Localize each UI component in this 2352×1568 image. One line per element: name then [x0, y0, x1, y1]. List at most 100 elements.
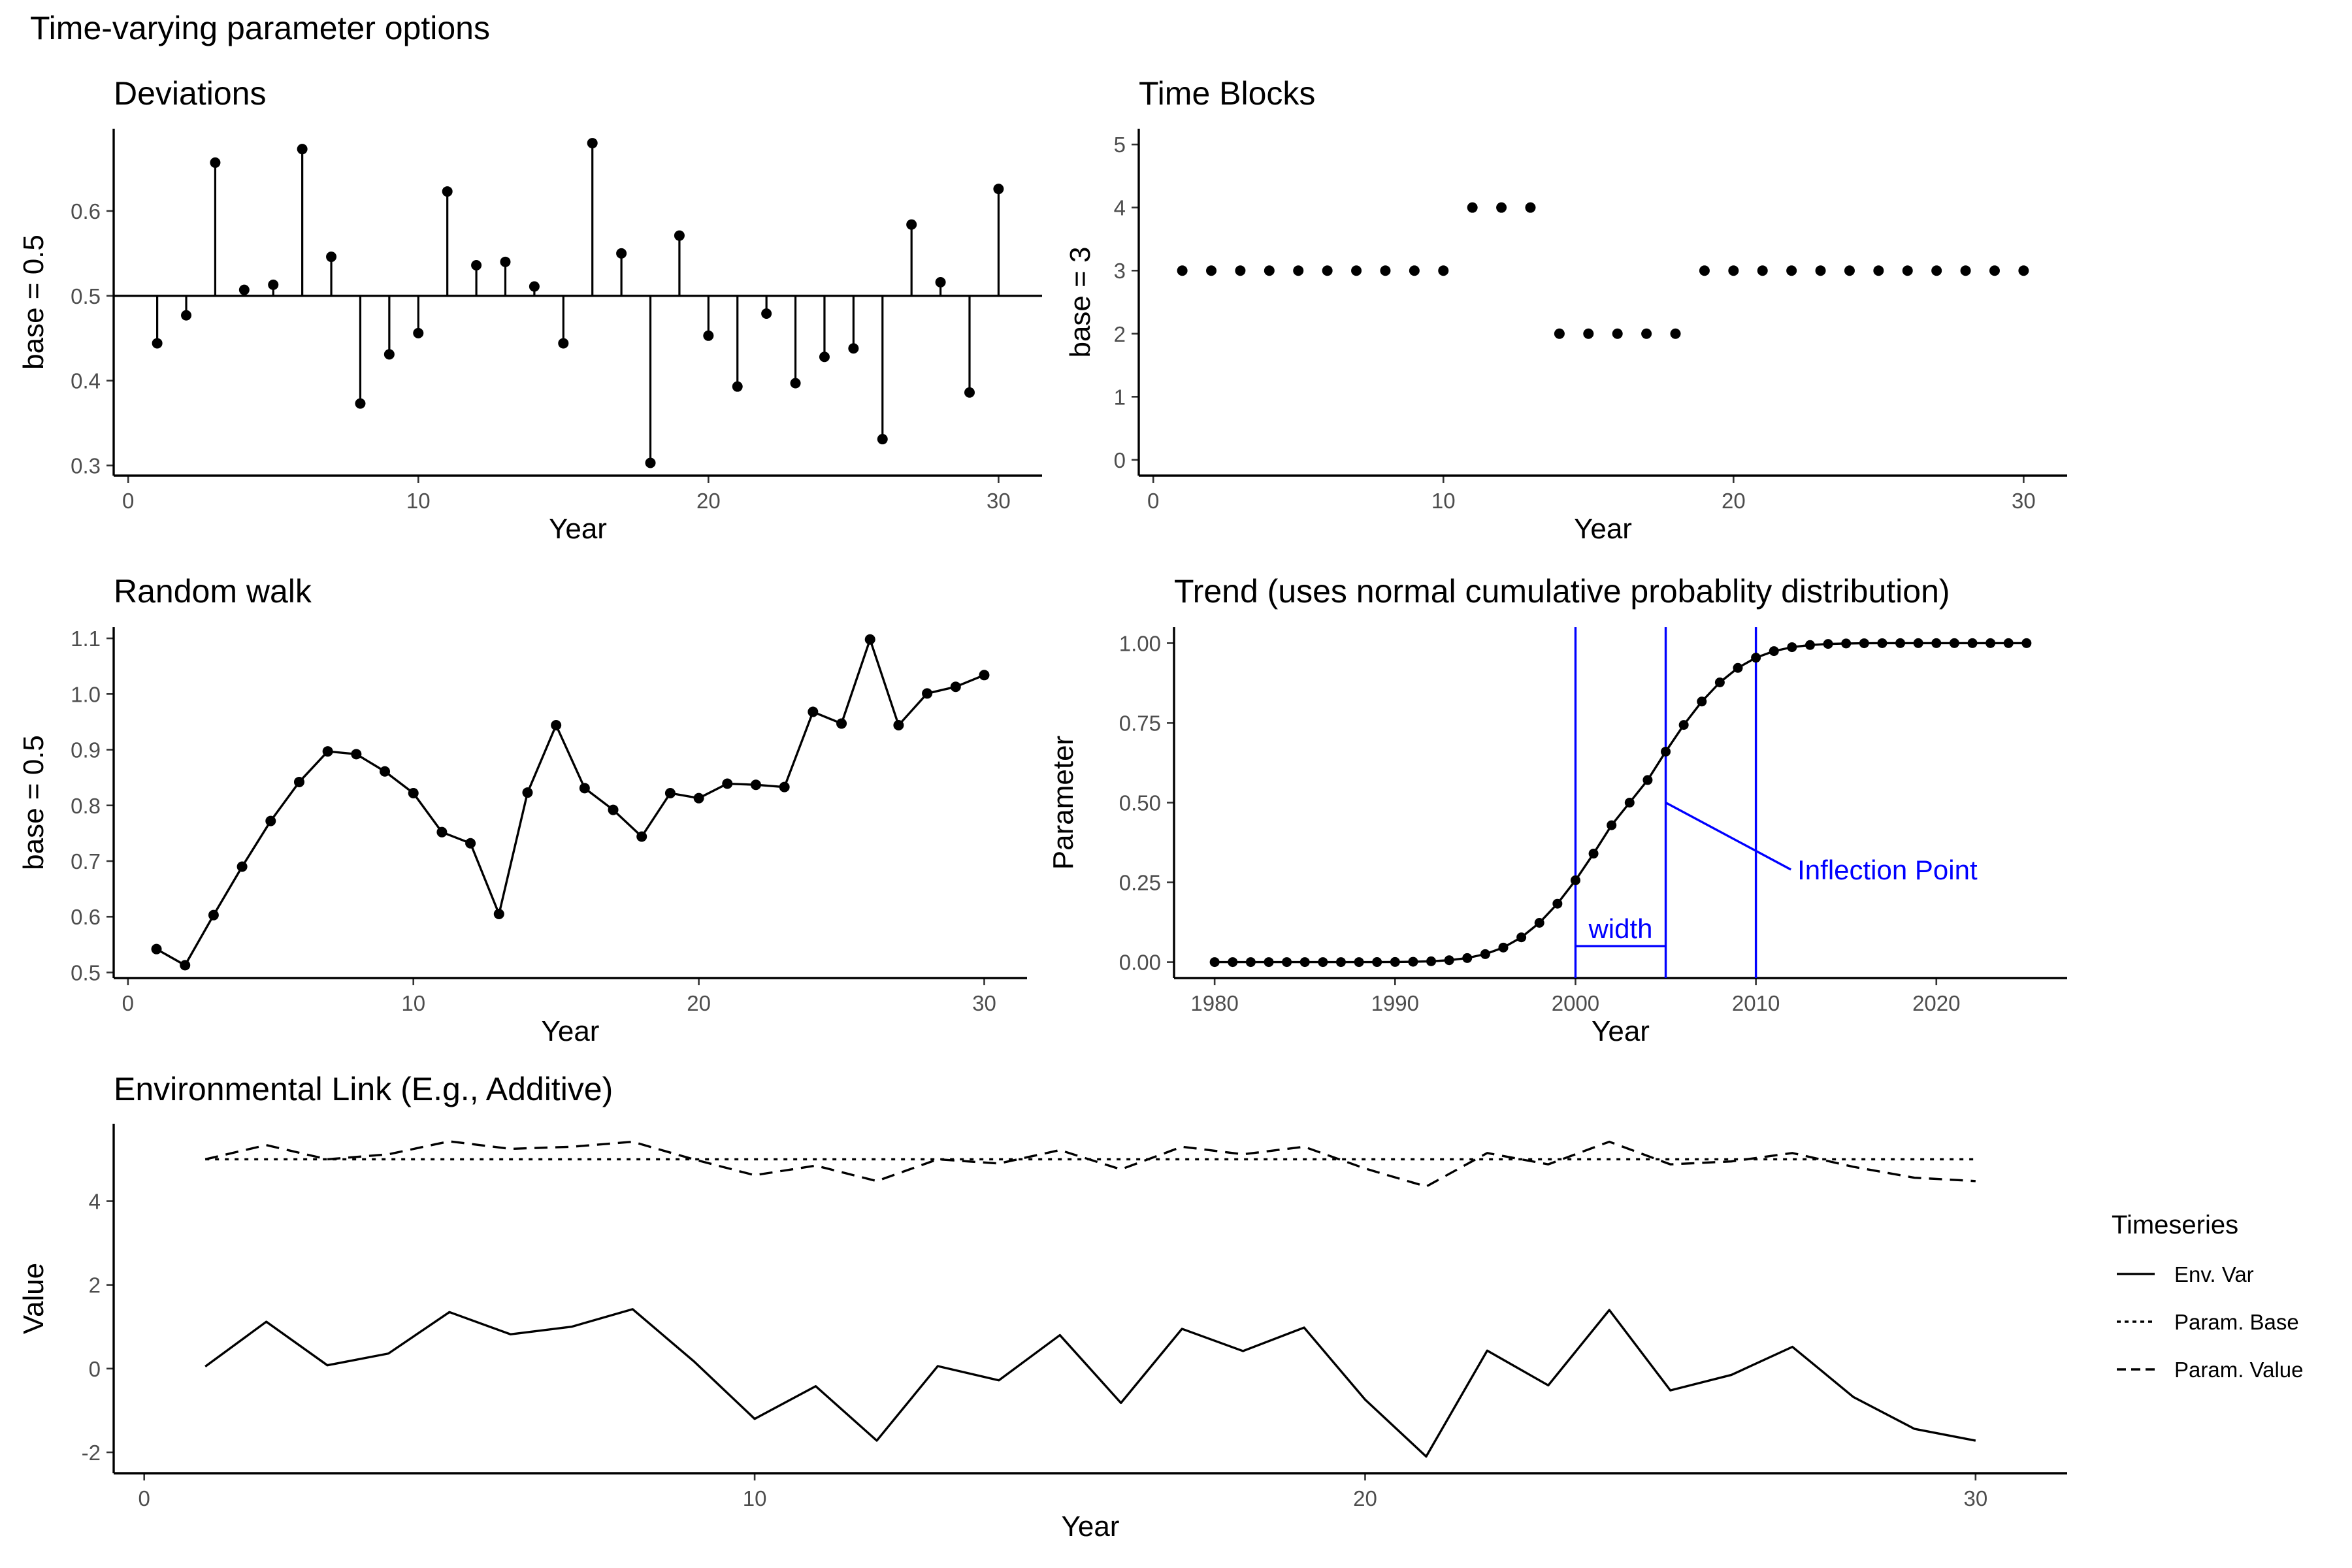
deviations-point [819, 351, 830, 363]
timeblocks-point [1960, 265, 1971, 276]
envlink-xtick-label: 10 [743, 1486, 767, 1511]
envlink-panel: Environmental Link (E.g., Additive) Year V… [18, 1071, 2067, 1543]
randomwalk-panel: Random walk Year base = 0.5 0 10 20 30 0.5 0.6 0.… [18, 573, 1027, 1047]
randomwalk-title: Random walk [114, 573, 312, 610]
trend-xlabel: Year [1592, 1015, 1650, 1047]
deviations-point [181, 310, 192, 321]
randomwalk-point [322, 746, 333, 757]
trend-point [1570, 875, 1580, 885]
timeblocks-point [1467, 202, 1478, 213]
deviations-point [761, 308, 772, 319]
timeblocks-point [1177, 265, 1188, 276]
trend-xtick-label: 2010 [1732, 991, 1780, 1015]
timeblocks-ytick-label: 1 [1114, 385, 1126, 409]
deviations-ytick-label: 0.4 [71, 369, 101, 393]
deviations-point [790, 378, 801, 389]
timeblocks-point [2018, 265, 2029, 276]
randomwalk-point [408, 788, 419, 799]
trend-point [1769, 646, 1779, 657]
trend-point [1624, 798, 1635, 808]
figure-title: Time-varying parameter options [30, 10, 490, 46]
deviations-point [413, 327, 424, 338]
timeblocks-point [1815, 265, 1826, 276]
randomwalk-point [693, 792, 704, 804]
deviations-point [442, 186, 453, 197]
trend-point [1552, 898, 1563, 909]
trend-point [1841, 638, 1852, 649]
timeblocks-point [1728, 265, 1739, 276]
deviations-point [384, 349, 395, 360]
trend-point [1408, 956, 1418, 967]
legend-title: Timeseries [2112, 1211, 2238, 1239]
trend-point [1209, 957, 1220, 968]
randomwalk-point [750, 779, 761, 791]
timeseries-legend: Timeseries Env. Var Param. Base Param. Val… [2112, 1211, 2303, 1382]
trend-point [1967, 638, 1978, 648]
trend-point [1931, 638, 1942, 648]
timeblocks-point [1786, 265, 1797, 276]
deviations-point [471, 260, 482, 271]
timeblocks-point [1989, 265, 2000, 276]
randomwalk-point [664, 788, 676, 799]
trend-point [1444, 955, 1454, 966]
randomwalk-point [608, 804, 619, 815]
randomwalk-point [922, 688, 933, 699]
deviations-xtick-label: 10 [406, 489, 431, 513]
trend-point [1697, 696, 1707, 707]
trend-point [1805, 640, 1815, 650]
trend-xtick-label: 1980 [1190, 991, 1238, 1015]
timeblocks-point [1380, 265, 1391, 276]
deviations-point [645, 457, 656, 468]
randomwalk-point [493, 908, 504, 919]
trend-xtick-label: 2020 [1912, 991, 1960, 1015]
deviations-point [587, 138, 598, 149]
deviations-point [210, 157, 221, 168]
deviations-point [355, 398, 366, 409]
timeblocks-point [1293, 265, 1304, 276]
trend-point [1859, 638, 1869, 649]
trend-point [1714, 678, 1725, 688]
trend-point [1228, 957, 1238, 968]
timeblocks-xtick-label: 20 [1722, 489, 1746, 513]
timeblocks-point [1844, 265, 1855, 276]
trend-point [1245, 957, 1256, 968]
trend-point [1787, 642, 1797, 653]
envlink-xlabel: Year [1062, 1511, 1120, 1543]
envlink-ytick-label: 2 [89, 1273, 101, 1298]
randomwalk-point [950, 681, 961, 693]
timeblocks-point [1409, 265, 1420, 276]
timeblocks-point [1699, 265, 1710, 276]
randomwalk-ytick-label: 0.8 [71, 794, 101, 818]
randomwalk-point [836, 718, 847, 729]
randomwalk-xtick-label: 0 [122, 991, 134, 1015]
trend-xtick-label: 2000 [1552, 991, 1599, 1015]
trend-point [1642, 775, 1653, 785]
envlink-ylabel: Value [18, 1263, 50, 1334]
trend-point [1480, 949, 1490, 959]
trend-inflection-label: Inflection Point [1797, 855, 1978, 885]
randomwalk-point [465, 838, 476, 849]
deviations-point [326, 252, 337, 263]
timeblocks-point [1438, 265, 1449, 276]
timeblocks-point [1206, 265, 1217, 276]
randomwalk-ytick-label: 1.1 [71, 627, 101, 651]
trend-point [1534, 917, 1544, 928]
randomwalk-point [293, 776, 304, 787]
trend-point [1318, 957, 1328, 968]
timeblocks-point [1641, 328, 1652, 339]
randomwalk-point [864, 634, 875, 645]
timeblocks-point [1322, 265, 1333, 276]
timeblocks-point [1583, 328, 1594, 339]
timeblocks-ytick-label: 4 [1114, 196, 1126, 220]
trend-point [1877, 638, 1887, 648]
randomwalk-ytick-label: 1.0 [71, 682, 101, 706]
deviations-ytick-label: 0.6 [71, 199, 101, 223]
trend-point [2021, 638, 2032, 648]
trend-ytick-label: 0.75 [1119, 711, 1161, 735]
envlink-title: Environmental Link (E.g., Additive) [114, 1071, 613, 1107]
deviations-point [529, 281, 540, 292]
trend-width-label: width [1588, 913, 1652, 944]
trend-point [1661, 746, 1671, 757]
trend-point [1426, 956, 1437, 966]
randomwalk-ylabel: base = 0.5 [18, 735, 50, 870]
